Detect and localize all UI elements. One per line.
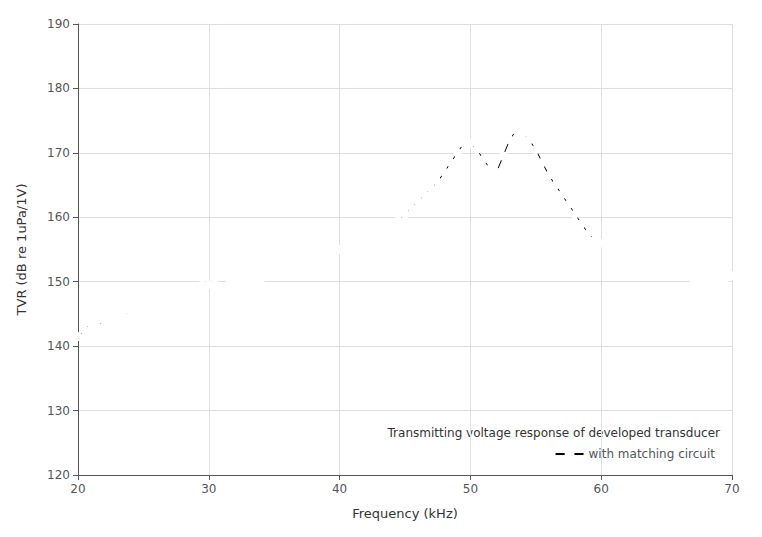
svg-text:190: 190 xyxy=(47,17,70,31)
svg-text:130: 130 xyxy=(47,404,70,418)
svg-text:150: 150 xyxy=(47,275,70,289)
svg-text:40: 40 xyxy=(332,482,347,496)
svg-text:Frequency (kHz): Frequency (kHz) xyxy=(352,506,458,521)
svg-text:140: 140 xyxy=(47,339,70,353)
svg-text:20: 20 xyxy=(70,482,85,496)
svg-text:120: 120 xyxy=(47,468,70,482)
svg-text:Transmitting voltage response: Transmitting voltage response of develop… xyxy=(387,426,721,440)
svg-text:50: 50 xyxy=(463,482,478,496)
svg-text:70: 70 xyxy=(724,482,739,496)
svg-text:170: 170 xyxy=(47,146,70,160)
svg-text:30: 30 xyxy=(201,482,216,496)
svg-text:with matching circuit: with matching circuit xyxy=(589,447,716,461)
svg-text:180: 180 xyxy=(47,81,70,95)
svg-text:60: 60 xyxy=(594,482,609,496)
svg-text:TVR (dB re 1uPa/1V): TVR (dB re 1uPa/1V) xyxy=(14,184,29,317)
svg-text:160: 160 xyxy=(47,210,70,224)
